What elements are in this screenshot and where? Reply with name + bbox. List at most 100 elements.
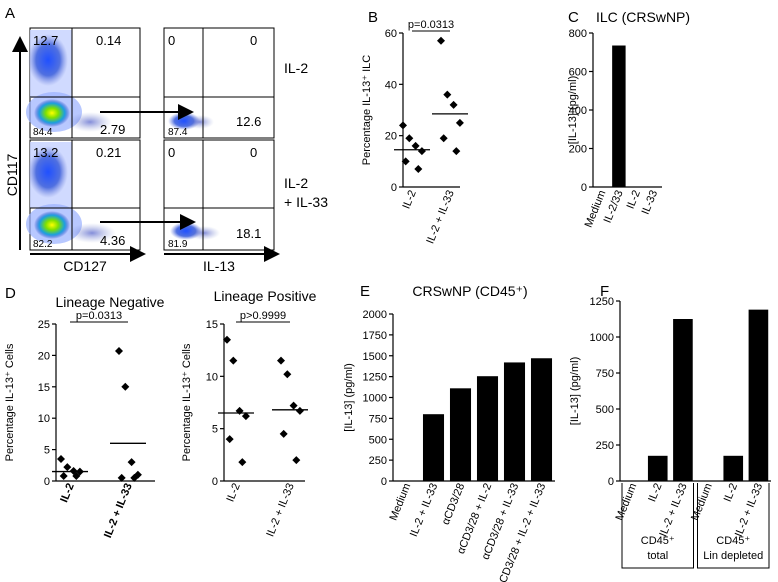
bar: [530, 358, 553, 481]
y-axis-label: [IL-13] (pg/ml): [567, 76, 579, 144]
y-tick-label: 1500: [363, 351, 387, 363]
y-tick-label: 0: [44, 476, 50, 488]
data-point: [127, 458, 136, 467]
flow-quadrant-value: 12.6: [236, 114, 261, 129]
category-label: IL-2 + IL-33: [102, 482, 135, 540]
axis-label-il13: IL-13: [203, 258, 235, 274]
flow-plot-row2-right: 0 0 18.1 81.9: [163, 139, 275, 251]
data-point: [279, 429, 288, 438]
data-point: [63, 463, 72, 472]
category-label: Medium: [614, 482, 640, 523]
data-point: [59, 471, 68, 480]
data-point: [225, 435, 234, 444]
chart-title: ILC (CRSwNP): [596, 9, 690, 25]
category-label: Medium: [387, 482, 413, 523]
category-label: IL-2: [401, 189, 419, 211]
bar: [503, 362, 526, 481]
data-point: [130, 473, 139, 482]
y-tick-label: 750: [596, 368, 614, 380]
flow-quadrant-value: 12.7: [33, 33, 58, 48]
panel-d2: Lineage Positive 0 5 10 15 Percentage IL-13⁺ …: [181, 288, 317, 539]
category-label: αCD3/28 + IL-2 + IL-33: [495, 482, 548, 582]
axis-label-cd127: CD127: [63, 258, 107, 274]
data-point: [405, 134, 414, 143]
panel-b: B 0 20 40 60 Percentage IL-13⁺ ILC p=0.0313 IL-…: [361, 9, 468, 246]
data-point: [115, 347, 123, 356]
flow-quadrant-value: 13.2: [33, 145, 58, 160]
y-tick-label: 5: [212, 424, 218, 436]
y-tick-label: 800: [569, 28, 587, 40]
y-tick-label: 400: [569, 105, 587, 117]
category-label: IL-2: [722, 482, 740, 504]
category-label: IL-2: [225, 482, 243, 504]
y-tick-label: 0: [391, 182, 397, 194]
bar: [723, 455, 744, 481]
data-point: [283, 370, 292, 379]
y-tick-label: 60: [385, 28, 397, 40]
panel-e: E CRSwNP (CD45⁺) 0 250 500 750 1000 1250 1500 175…: [343, 283, 555, 582]
y-tick-label: 5: [44, 445, 50, 457]
panel-a-flow: A 12.7 0.14 2.79 84.4 0 0 12.6 87.4: [4, 5, 328, 274]
row-label-il2: IL-2: [284, 60, 308, 76]
group-label: CD45⁺: [641, 535, 675, 547]
y-tick-label: 1250: [590, 296, 614, 308]
bar: [673, 319, 693, 481]
data-point: [235, 406, 244, 415]
data-point: [57, 455, 65, 464]
data-point: [437, 36, 445, 45]
group-label: CD45⁺: [716, 535, 750, 547]
bar: [612, 45, 626, 188]
flow-quadrant-value: 87.4: [168, 127, 188, 138]
category-label: IL-2: [58, 482, 76, 505]
y-tick-label: 2000: [363, 309, 387, 321]
group-label: Lin depleted: [703, 550, 763, 562]
y-tick-label: 1750: [363, 330, 387, 342]
data-point: [414, 165, 423, 174]
y-tick-label: 750: [369, 413, 387, 425]
y-tick-label: 20: [38, 350, 50, 362]
flow-quadrant-value: 0: [250, 33, 257, 48]
flow-quadrant-value: 84.4: [33, 127, 53, 138]
y-tick-label: 20: [385, 131, 397, 143]
y-axis-label: [IL-13] (pg/ml): [569, 357, 581, 425]
y-tick-label: 250: [369, 455, 387, 467]
data-point: [277, 356, 285, 365]
panel-letter: D: [5, 285, 16, 302]
bar: [449, 388, 472, 481]
p-value-label: p>0.9999: [240, 310, 286, 322]
y-tick-label: 10: [38, 413, 50, 425]
data-point: [411, 141, 420, 150]
y-tick-label: 0: [212, 476, 218, 488]
data-point: [72, 471, 81, 480]
flow-quadrant-value: 0: [168, 145, 175, 160]
data-point: [238, 458, 247, 467]
bar: [422, 414, 445, 481]
data-point: [401, 157, 410, 166]
data-point: [117, 473, 126, 482]
category-label: IL-2 + IL-33: [408, 482, 440, 539]
data-point: [295, 406, 304, 415]
flow-quadrant-value: 4.36: [100, 233, 125, 248]
p-value-label: p=0.0313: [408, 19, 454, 31]
bar: [476, 376, 499, 481]
data-point: [439, 134, 448, 143]
p-value-label: p=0.0313: [76, 310, 122, 322]
flow-quadrant-value: 2.79: [100, 122, 125, 137]
y-tick-label: 40: [385, 79, 397, 91]
y-axis-label: Percentage IL-13⁺ Cells: [181, 343, 193, 461]
panel-letter: C: [568, 9, 579, 26]
group-bracket: [621, 483, 694, 569]
y-tick-label: 500: [369, 434, 387, 446]
category-label: IL-33: [640, 189, 661, 217]
category-label: Medium: [583, 189, 609, 230]
data-point: [121, 382, 130, 391]
flow-quadrant-value: 81.9: [168, 239, 188, 250]
y-tick-label: 1000: [590, 332, 614, 344]
y-axis-label: Percentage IL-13⁺ ILC: [361, 55, 373, 165]
flow-plot-row1-right: 0 0 12.6 87.4: [163, 27, 275, 139]
category-label: Medium: [689, 482, 715, 523]
y-tick-label: 200: [569, 144, 587, 156]
data-point: [292, 456, 301, 465]
y-axis-label: [IL-13] (pg/ml): [343, 363, 355, 431]
data-point: [452, 147, 461, 156]
